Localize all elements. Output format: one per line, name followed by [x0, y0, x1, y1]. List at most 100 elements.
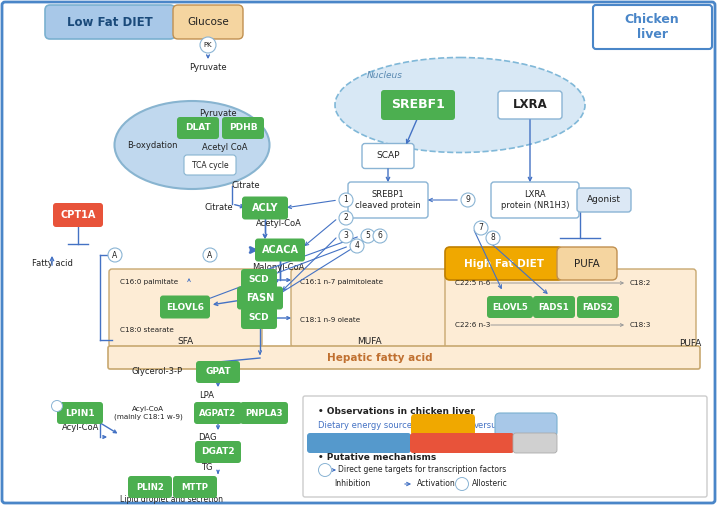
- FancyBboxPatch shape: [498, 91, 562, 119]
- FancyBboxPatch shape: [410, 433, 514, 453]
- Text: ELOVL5: ELOVL5: [492, 302, 528, 312]
- FancyBboxPatch shape: [241, 307, 277, 329]
- FancyBboxPatch shape: [593, 5, 712, 49]
- Text: C18:3: C18:3: [630, 322, 651, 328]
- Text: DE gene: HF < LF (ctr): DE gene: HF < LF (ctr): [316, 438, 402, 447]
- FancyBboxPatch shape: [177, 117, 219, 139]
- FancyBboxPatch shape: [495, 413, 557, 437]
- Circle shape: [361, 229, 375, 243]
- FancyBboxPatch shape: [577, 188, 631, 212]
- Text: Low fat (LF): Low fat (LF): [500, 421, 552, 429]
- FancyBboxPatch shape: [240, 402, 288, 424]
- FancyBboxPatch shape: [173, 5, 243, 39]
- Text: A: A: [207, 250, 213, 260]
- Text: PUFA: PUFA: [574, 259, 600, 269]
- FancyBboxPatch shape: [173, 476, 217, 498]
- Text: C18:1 n-9 oleate: C18:1 n-9 oleate: [300, 317, 360, 323]
- Circle shape: [339, 193, 353, 207]
- Text: SCD: SCD: [249, 314, 270, 323]
- Circle shape: [200, 37, 216, 53]
- FancyBboxPatch shape: [291, 269, 447, 347]
- Text: • Observations in chicken liver: • Observations in chicken liver: [318, 407, 475, 416]
- Text: High Fat DIET: High Fat DIET: [464, 259, 544, 269]
- Circle shape: [318, 464, 331, 477]
- Text: Acetyl CoA: Acetyl CoA: [202, 143, 248, 153]
- Circle shape: [203, 248, 217, 262]
- FancyBboxPatch shape: [160, 295, 210, 319]
- Text: LXRA: LXRA: [513, 98, 547, 112]
- Text: Glucose: Glucose: [187, 17, 229, 27]
- FancyBboxPatch shape: [533, 296, 575, 318]
- Text: Agonist: Agonist: [587, 195, 621, 205]
- Text: A: A: [460, 481, 465, 487]
- FancyBboxPatch shape: [445, 247, 563, 280]
- FancyBboxPatch shape: [53, 203, 103, 227]
- Text: PK: PK: [204, 42, 212, 48]
- Text: Activation: Activation: [417, 480, 456, 488]
- Text: P: P: [55, 403, 59, 409]
- FancyBboxPatch shape: [491, 182, 579, 218]
- Text: Glycerol-3-P: Glycerol-3-P: [132, 368, 183, 377]
- Text: • Putative mechanisms: • Putative mechanisms: [318, 453, 436, 463]
- Text: Pyruvate: Pyruvate: [199, 109, 237, 118]
- Text: PNPLA3: PNPLA3: [245, 409, 282, 418]
- FancyBboxPatch shape: [411, 414, 475, 436]
- Text: Citrate: Citrate: [204, 204, 233, 213]
- Text: Low Fat DIET: Low Fat DIET: [67, 16, 153, 28]
- Text: Acetyl-CoA: Acetyl-CoA: [256, 220, 302, 228]
- FancyBboxPatch shape: [577, 296, 619, 318]
- Text: ACACA: ACACA: [262, 245, 298, 255]
- Circle shape: [486, 231, 500, 245]
- Text: 8: 8: [490, 233, 495, 242]
- Circle shape: [461, 193, 475, 207]
- Text: DGAT2: DGAT2: [201, 447, 234, 457]
- Circle shape: [52, 400, 62, 412]
- FancyBboxPatch shape: [108, 346, 700, 369]
- Text: versus: versus: [474, 421, 502, 429]
- FancyBboxPatch shape: [196, 361, 240, 383]
- Text: Lipid droplet and secretion: Lipid droplet and secretion: [120, 494, 224, 503]
- Text: SREBF1: SREBF1: [391, 98, 445, 112]
- Circle shape: [474, 221, 488, 235]
- Text: MUFA: MUFA: [356, 337, 381, 346]
- Text: ACLY: ACLY: [252, 203, 278, 213]
- Text: C16:1 n-7 palmitoleate: C16:1 n-7 palmitoleate: [300, 279, 383, 285]
- Text: Nucleus: Nucleus: [367, 71, 403, 79]
- FancyBboxPatch shape: [242, 196, 288, 220]
- FancyBboxPatch shape: [128, 476, 172, 498]
- FancyBboxPatch shape: [222, 117, 264, 139]
- FancyBboxPatch shape: [557, 247, 617, 280]
- Text: SFA: SFA: [177, 337, 193, 346]
- Text: Fatty acid: Fatty acid: [32, 259, 72, 268]
- Circle shape: [339, 229, 353, 243]
- Text: Inhibition: Inhibition: [334, 480, 370, 488]
- Text: 9: 9: [465, 195, 470, 205]
- FancyBboxPatch shape: [241, 269, 277, 291]
- Text: B-oxydation: B-oxydation: [127, 140, 177, 149]
- Text: LXRA
protein (NR1H3): LXRA protein (NR1H3): [500, 190, 569, 210]
- Text: LPIN1: LPIN1: [65, 409, 95, 418]
- FancyBboxPatch shape: [513, 433, 557, 453]
- FancyBboxPatch shape: [381, 90, 455, 120]
- FancyBboxPatch shape: [194, 402, 242, 424]
- FancyBboxPatch shape: [57, 402, 103, 424]
- Text: C22:6 n-3: C22:6 n-3: [455, 322, 490, 328]
- Text: 1: 1: [323, 467, 327, 473]
- Text: Acyl-CoA: Acyl-CoA: [62, 424, 100, 432]
- FancyBboxPatch shape: [195, 441, 241, 463]
- Circle shape: [373, 229, 387, 243]
- Text: PDHB: PDHB: [229, 124, 257, 132]
- Text: 6: 6: [378, 231, 382, 240]
- FancyBboxPatch shape: [109, 269, 262, 347]
- Text: Direct gene targets for transcription factors: Direct gene targets for transcription fa…: [338, 466, 506, 475]
- Text: FASN: FASN: [246, 293, 274, 303]
- Text: MTTP: MTTP: [181, 482, 209, 491]
- Text: C16:0 palmitate: C16:0 palmitate: [120, 279, 179, 285]
- Circle shape: [108, 248, 122, 262]
- Circle shape: [455, 478, 468, 490]
- Text: A: A: [113, 250, 118, 260]
- Text: 5: 5: [366, 231, 371, 240]
- Text: Malonyl-CoA: Malonyl-CoA: [252, 264, 304, 273]
- Text: FADS1: FADS1: [538, 302, 569, 312]
- Text: Pyruvate: Pyruvate: [189, 64, 227, 73]
